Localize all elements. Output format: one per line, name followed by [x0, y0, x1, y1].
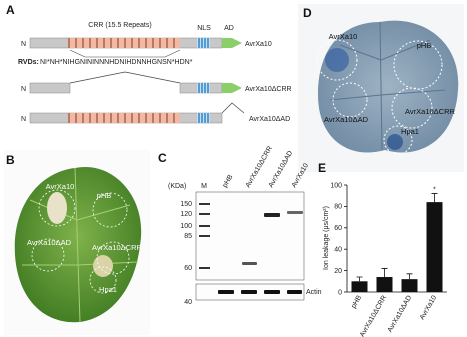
annotation: *	[433, 187, 436, 194]
rvd-label: RVDs:	[18, 59, 39, 66]
panel-d: D AvrXa10 pHB AvrXa10ΔAD AvrXa10ΔCRR Hpa…	[298, 4, 464, 172]
error-bar	[406, 273, 413, 280]
hr-lesion	[325, 48, 349, 72]
y-tick-label: 40	[334, 247, 342, 254]
band	[264, 213, 280, 217]
ad-region	[222, 38, 242, 48]
marker-size: 150	[180, 201, 192, 208]
x-tick-label: AvrXa10	[419, 294, 438, 321]
nls-region	[197, 83, 210, 93]
construct-name: AvrXa10ΔCRR	[245, 86, 292, 93]
bracket	[69, 49, 181, 58]
x-tick-label: AvrXa10ΔAD	[387, 295, 414, 334]
leaf	[318, 20, 459, 153]
error-bar	[356, 276, 363, 282]
spot-label: AvrXa10ΔCRR	[405, 107, 455, 116]
spot-label: Hpa1	[401, 127, 419, 136]
panel-label: C	[158, 151, 167, 165]
n-terminus: N	[21, 116, 26, 123]
n-terminus: N	[21, 41, 26, 48]
marker-size: 60	[184, 265, 192, 272]
deletion-wedge	[221, 102, 245, 114]
marker-size: 85	[184, 233, 192, 240]
panel-label: E	[318, 161, 326, 175]
ladder	[199, 203, 210, 269]
panel-b: B AvrXa10 pHB AvrXa10ΔAD AvrXa10ΔCRR Hpa…	[4, 150, 150, 335]
rvd-sequence: NI*NH*NIHGNININNNHDNIHDNNHGNSN*HDN*	[40, 59, 193, 66]
ad-region	[222, 83, 242, 93]
spot-label: AvrXa10	[329, 32, 358, 41]
ad-label: AD	[224, 25, 234, 32]
deletion-wedge	[69, 71, 181, 84]
spot-label: pHB	[97, 191, 112, 200]
n-terminus: N	[21, 86, 26, 93]
panel-label: B	[6, 153, 15, 167]
band	[242, 262, 257, 265]
unit-label: (KDa)	[168, 183, 186, 190]
crr-region	[68, 38, 180, 48]
lane-label: pHB	[222, 173, 235, 189]
infiltration-spots	[316, 39, 443, 155]
bar	[351, 281, 368, 292]
marker-lane-label: M	[201, 183, 207, 190]
marker-size: 100	[180, 223, 192, 230]
y-tick-label: 20	[334, 268, 342, 275]
y-tick-label: 60	[334, 225, 342, 232]
x-tick-label: pHB	[350, 294, 363, 310]
panel-c: C (KDa) M pHB AvrXa10ΔCRR AvrXa10ΔAD Avr…	[158, 145, 322, 306]
y-axis-label: Ion leakage (μs/cm²)	[323, 206, 330, 270]
hr-lesion	[47, 192, 67, 224]
error-bar	[431, 193, 438, 203]
y-tick-label: 0	[338, 289, 342, 296]
panel-e: E Ion leakage (μs/cm²) 020406080100pHBAv…	[318, 161, 447, 337]
protein-bar	[29, 82, 71, 94]
spot-label: pHB	[417, 41, 432, 50]
nls-region	[197, 38, 210, 48]
spot-label: AvrXa10ΔAD	[27, 238, 72, 247]
nls-region	[197, 113, 210, 123]
spot-label: Hpa1	[99, 285, 117, 294]
band	[287, 211, 303, 214]
loading-label: Actin	[306, 289, 322, 296]
y-tick-label: 80	[334, 204, 342, 211]
veins	[329, 21, 446, 151]
marker-size: 40	[184, 299, 192, 306]
hr-lesion	[387, 134, 403, 150]
panel-label: D	[303, 6, 312, 20]
hr-lesion	[93, 255, 113, 277]
y-tick-label: 100	[330, 182, 342, 189]
lane-label: AvrXa10ΔAD	[268, 150, 295, 189]
spot-label: AvrXa10ΔAD	[324, 115, 369, 124]
panel-a: A CRR (15.5 Repeats) NLS AD N AvrXa10 RV…	[6, 3, 292, 124]
bar	[401, 279, 418, 292]
blot	[195, 191, 305, 281]
nls-label: NLS	[197, 25, 211, 32]
x-tick-label: AvrXa10ΔCRR	[359, 295, 388, 337]
spot-label: AvrXa10ΔCRR	[92, 243, 142, 252]
construct-name: AvrXa10ΔAD	[249, 116, 290, 123]
bar	[376, 277, 393, 292]
crr-label: CRR (15.5 Repeats)	[88, 22, 151, 29]
panel-label: A	[6, 3, 15, 17]
error-bar	[381, 268, 388, 278]
spot-label: AvrXa10	[46, 182, 75, 191]
actin-bands	[218, 290, 302, 294]
crr-region	[68, 113, 180, 123]
infiltration-spots	[31, 189, 130, 294]
leaf	[14, 166, 142, 323]
construct-name: AvrXa10	[245, 41, 272, 48]
bar	[426, 202, 443, 292]
marker-size: 120	[180, 211, 192, 218]
